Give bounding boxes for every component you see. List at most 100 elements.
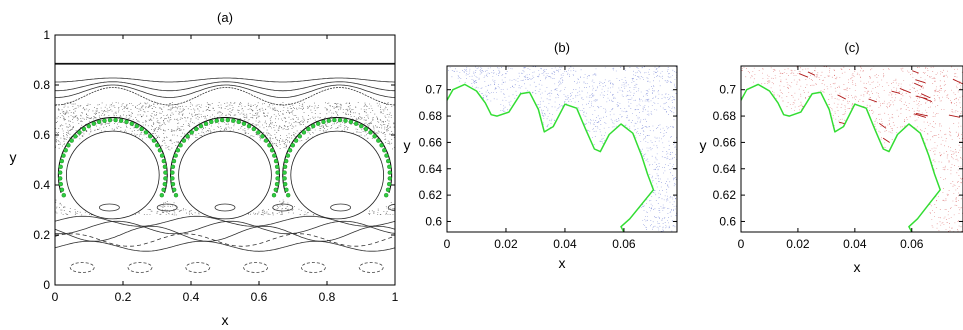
dense-streak	[948, 114, 961, 118]
panel-a-title: (a)	[217, 10, 233, 25]
x-tick-label: 1	[392, 290, 399, 304]
panel-a-plot-content	[55, 62, 395, 273]
island-contour	[178, 130, 272, 220]
island-separatrix	[57, 116, 168, 193]
panel-c-axes-frame	[740, 65, 963, 233]
lower-island	[99, 203, 120, 212]
x-tick-label: 0.8	[319, 290, 336, 304]
panel-b-title: (b)	[554, 40, 570, 55]
y-tick-label: 0.7	[425, 83, 442, 97]
lower-island	[69, 262, 95, 273]
y-tick-label: 0.7	[719, 83, 736, 97]
invariant-curve	[55, 84, 395, 98]
dense-streak	[952, 78, 963, 85]
x-tick-label: 0.04	[553, 237, 577, 251]
panel-c: (c) 0 0.02 0.04 0.06 0.6 0.62 0.64 0.66 0.68 0.7…	[700, 40, 963, 275]
x-tick-label: 0	[738, 237, 745, 251]
invariant-curve-lower	[55, 233, 395, 247]
invariant-curve-lower	[55, 225, 395, 242]
lower-island	[358, 262, 384, 273]
panel-c-x-axis-label: x	[854, 259, 861, 275]
lower-island	[214, 203, 236, 212]
lower-island	[388, 203, 395, 212]
panel-c-title: (c)	[844, 40, 859, 55]
invariant-curve-lower	[55, 220, 395, 235]
y-tick-label: 0.8	[33, 78, 50, 92]
invariant-curve	[55, 87, 395, 106]
y-tick-label: 0.64	[419, 162, 443, 176]
y-tick-label: 0.68	[419, 109, 443, 123]
dense-streak	[868, 98, 878, 103]
dense-streak	[915, 112, 928, 117]
panel-b: (b) 0 0.02 0.04 0.06 0.6 0.62 0.64 0.66 0.68 0.7…	[404, 40, 678, 271]
panel-b-x-axis-label: x	[559, 255, 566, 271]
interior-region	[447, 84, 654, 232]
boundary-green-points	[58, 117, 393, 198]
y-tick-label: 0.6	[719, 214, 736, 228]
panel-c-y-axis-label: y	[700, 137, 707, 153]
x-tick-label: 0	[444, 237, 451, 251]
y-tick-label: 0.62	[419, 188, 443, 202]
panel-b-y-axis-label: y	[404, 137, 411, 153]
invariant-curve-lower	[55, 240, 395, 252]
panel-c-plot-content	[741, 66, 963, 232]
island-separatrix	[282, 116, 393, 193]
dense-streak	[837, 94, 846, 100]
dense-streak	[882, 137, 890, 143]
y-tick-label: 0	[43, 278, 50, 292]
dense-streak	[912, 70, 919, 74]
interior-region	[741, 84, 941, 232]
x-tick-label: 0	[52, 290, 59, 304]
lower-island	[127, 262, 153, 273]
panel-a-y-axis-label: y	[10, 149, 17, 165]
y-tick-label: 0.2	[33, 228, 50, 242]
dense-streak	[913, 113, 927, 118]
lower-island	[243, 262, 269, 273]
dense-streak	[915, 95, 927, 100]
y-tick-label: 0.6	[425, 214, 442, 228]
x-tick-label: 0.4	[183, 290, 200, 304]
y-tick-label: 0.62	[713, 188, 737, 202]
dense-streak	[899, 88, 911, 94]
lower-island	[156, 203, 178, 212]
island-contour	[290, 130, 385, 220]
y-tick-label: 0.68	[713, 109, 737, 123]
dense-streak	[879, 122, 887, 129]
boundary-curve	[447, 83, 655, 232]
y-tick-label: 0.6	[33, 128, 50, 142]
lower-island	[330, 203, 352, 212]
panel-b-plot-content	[447, 66, 677, 232]
x-tick-label: 0.06	[900, 237, 924, 251]
dense-streak	[920, 93, 931, 99]
panel-a-axes-frame	[54, 34, 396, 286]
dense-streak	[798, 73, 809, 78]
lower-island	[300, 262, 326, 273]
x-tick-label: 0.2	[115, 290, 132, 304]
lower-island	[185, 262, 211, 273]
boundary-curve	[741, 83, 941, 232]
y-tick-label: 0.66	[713, 135, 737, 149]
x-tick-label: 0.04	[843, 237, 867, 251]
y-tick-label: 0.4	[33, 178, 50, 192]
island-contour	[66, 130, 160, 220]
panel-b-axes-frame	[446, 65, 678, 233]
island-separatrix	[170, 116, 280, 193]
panel-a: (a) 0 0.2 0.4 0.6 0.8 1 0 0.2 0.4 0.6 0.8 1 x y	[10, 10, 399, 328]
y-tick-label: 0.64	[713, 162, 737, 176]
lower-island	[272, 203, 294, 212]
invariant-curve	[55, 81, 395, 92]
y-tick-label: 1	[43, 28, 50, 42]
x-tick-label: 0.6	[251, 290, 268, 304]
x-tick-label: 0.02	[494, 237, 518, 251]
dense-streak	[891, 90, 901, 94]
dense-streak	[914, 82, 923, 88]
panel-a-x-axis-label: x	[222, 312, 229, 328]
x-tick-label: 0.02	[786, 237, 810, 251]
x-tick-label: 0.06	[612, 237, 636, 251]
chaotic-sea-points	[55, 102, 395, 216]
y-tick-label: 0.66	[419, 135, 443, 149]
dense-streak	[915, 79, 926, 84]
dense-streak	[807, 71, 816, 76]
invariant-curve	[55, 77, 395, 83]
